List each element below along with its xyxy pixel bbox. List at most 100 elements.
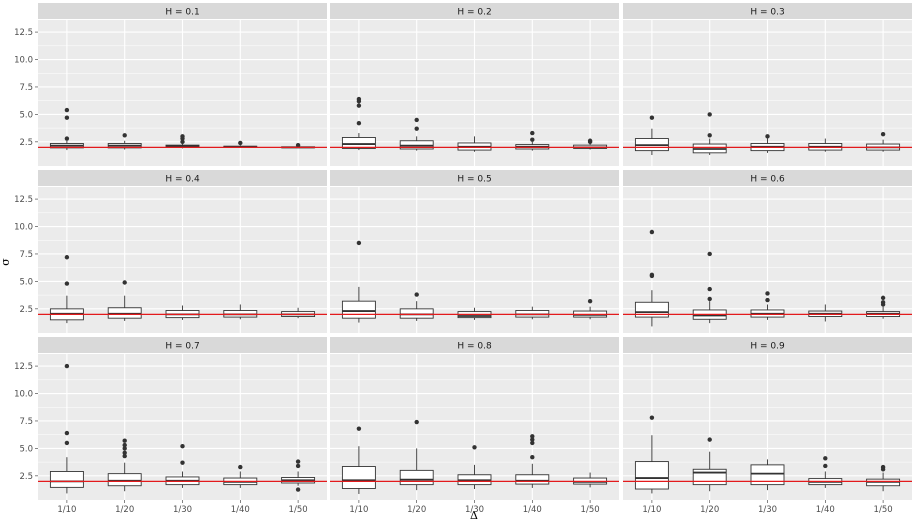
outlier-point [64, 440, 70, 446]
x-tick-label: 1/50 [581, 505, 600, 515]
x-tick-label: 1/40 [231, 505, 250, 515]
outlier-point [472, 445, 477, 450]
outlier-point [122, 280, 127, 285]
x-tick-label: 1/10 [642, 505, 661, 515]
outlier-point [180, 134, 185, 139]
outlier-point [122, 450, 127, 455]
boxplot-1-10 [341, 426, 376, 494]
outlier-point [414, 419, 419, 425]
outlier-point [880, 295, 886, 301]
y-tick-label: 10.0 [14, 390, 33, 400]
outlier-point [356, 240, 362, 246]
y-tick-label: 2.5 [19, 472, 33, 482]
outlier-point [707, 286, 712, 292]
x-axis-title: Δ [470, 509, 478, 522]
facet-panel: H = 0.4 2.5 5.0 7.5 10.0 12.5 [14, 170, 327, 333]
outlier-point [765, 291, 770, 296]
facet-panel: H = 0.7 2.5 5.0 7.5 10.0 12.5 1/10 1/20 1/30 1/40… [14, 337, 327, 515]
facet-strip-label: H = 0.1 [165, 8, 199, 18]
box-iqr [692, 468, 727, 486]
y-tick-label: 7.5 [19, 250, 33, 260]
outlier-point [295, 463, 301, 469]
box-iqr [750, 464, 785, 486]
outlier-point [649, 272, 655, 278]
facet-strip-label: H = 0.2 [457, 8, 491, 18]
y-tick-label: 5.0 [19, 110, 33, 120]
outlier-point [530, 437, 535, 442]
outlier-point [414, 292, 419, 297]
box-iqr [49, 471, 84, 488]
outlier-point [356, 120, 362, 126]
outlier-point [122, 438, 127, 443]
outlier-point [823, 456, 828, 461]
boxplot-1-10 [341, 96, 376, 151]
x-tick-label: 1/40 [816, 505, 835, 515]
outlier-point [238, 464, 243, 470]
y-tick-label: 12.5 [14, 362, 33, 372]
outlier-point [880, 300, 886, 305]
facet-panel: H = 0.3 [623, 3, 912, 166]
box-iqr [341, 300, 376, 319]
facet-strip [38, 3, 327, 19]
outlier-point [64, 281, 70, 286]
y-tick-label: 5.0 [19, 277, 33, 287]
outlier-point [649, 415, 655, 420]
x-tick-label: 1/20 [115, 505, 134, 515]
y-tick-label: 2.5 [19, 138, 33, 148]
outlier-point [649, 115, 655, 120]
facet-strip-label: H = 0.7 [165, 342, 199, 352]
boxplot-1-20 [692, 112, 727, 156]
box-iqr [341, 137, 376, 149]
outlier-point [530, 434, 535, 439]
outlier-point [238, 140, 243, 146]
box-iqr [515, 474, 550, 485]
outlier-point [122, 453, 127, 459]
box-iqr [399, 469, 434, 486]
boxplot-1-30 [457, 445, 492, 490]
outlier-point [356, 96, 362, 102]
y-tick-label: 10.0 [14, 56, 33, 66]
facet-panel: H = 0.5 [330, 170, 619, 333]
facet-strip-label: H = 0.3 [750, 8, 784, 18]
facet-strip [623, 170, 912, 186]
outlier-point [64, 136, 70, 141]
outlier-point [414, 126, 419, 131]
outlier-point [880, 131, 886, 137]
outlier-point [356, 103, 362, 108]
boxplot-1-50 [281, 459, 316, 492]
boxplot-1-20 [399, 117, 434, 151]
boxplot-1-30 [750, 459, 785, 491]
y-tick-label: 12.5 [14, 195, 33, 205]
outlier-point [530, 137, 535, 142]
y-tick-label: 12.5 [14, 28, 33, 38]
y-tick-label: 2.5 [19, 305, 33, 315]
outlier-point [587, 138, 593, 143]
facet-panel: H = 0.6 [623, 170, 912, 333]
x-tick-label: 1/30 [758, 505, 777, 515]
outlier-point [649, 229, 655, 235]
outlier-point [414, 117, 419, 123]
y-tick-label: 7.5 [19, 83, 33, 93]
outlier-point [64, 430, 70, 436]
x-tick-label: 1/40 [523, 505, 542, 515]
x-tick-label: 1/30 [173, 505, 192, 515]
facet-strip [330, 337, 619, 353]
boxplot-1-10 [634, 415, 669, 494]
facet-strip-label: H = 0.5 [457, 175, 491, 185]
outlier-point [530, 440, 535, 446]
outlier-point [765, 297, 770, 303]
facet-panel: H = 0.8 1/10 1/20 1/30 1/40 1/50 [330, 337, 619, 515]
outlier-point [64, 363, 70, 369]
y-tick-label: 10.0 [14, 223, 33, 233]
outlier-point [707, 112, 712, 117]
outlier-point [587, 298, 593, 304]
outlier-point [530, 130, 535, 136]
outlier-point [64, 115, 70, 120]
x-tick-label: 1/50 [289, 505, 308, 515]
boxplot-1-10 [49, 107, 84, 151]
box-iqr [107, 473, 142, 487]
x-tick-label: 1/50 [874, 505, 893, 515]
outlier-point [765, 134, 770, 139]
outlier-point [356, 426, 362, 431]
